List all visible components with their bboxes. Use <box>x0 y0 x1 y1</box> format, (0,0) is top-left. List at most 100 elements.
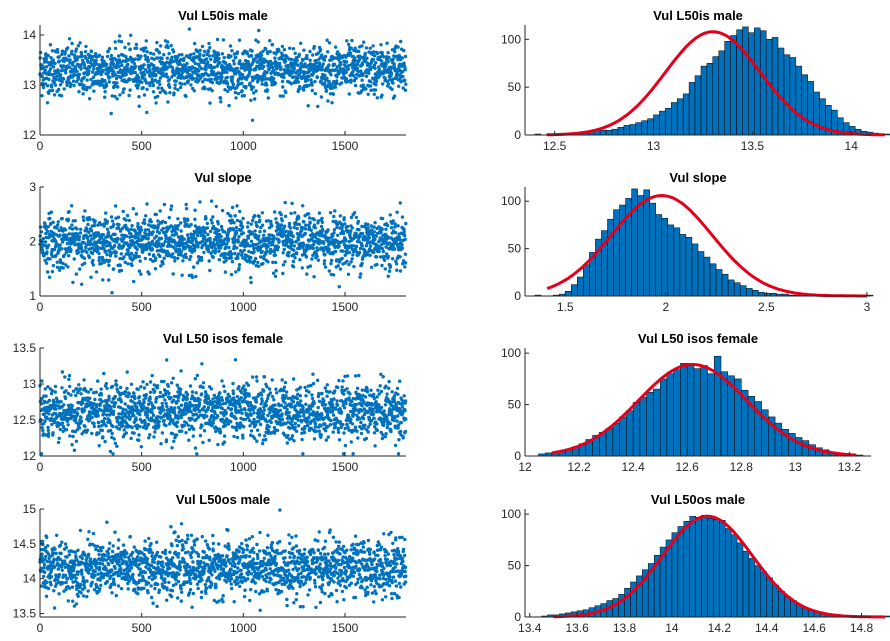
histogram-bar <box>730 35 737 136</box>
scatter-point <box>267 387 272 391</box>
x-tick-label: 1000 <box>230 139 257 153</box>
scatter-point <box>323 54 328 59</box>
panel-title: Vul L50 isos female <box>163 331 283 346</box>
scatter-point <box>384 227 388 231</box>
scatter-point <box>89 275 93 279</box>
scatter-point <box>89 229 94 233</box>
scatter-point <box>257 67 262 71</box>
scatter-point <box>150 247 155 252</box>
scatter-point <box>369 88 373 92</box>
scatter-point <box>171 376 175 380</box>
scatter-point <box>82 83 86 88</box>
scatter-point <box>351 253 355 257</box>
scatter-point <box>251 242 255 247</box>
scatter-point <box>48 234 53 238</box>
scatter-point <box>391 81 395 85</box>
scatter-point <box>344 70 348 74</box>
scatter-point <box>218 391 222 395</box>
scatter-point <box>128 77 132 82</box>
scatter-point <box>130 263 134 268</box>
scatter-point <box>349 215 354 220</box>
scatter-point <box>117 54 121 58</box>
scatter-point <box>234 96 238 100</box>
scatter-point <box>208 268 212 273</box>
scatter-point <box>139 445 143 449</box>
scatter-point <box>302 220 306 224</box>
scatter-point <box>185 397 189 401</box>
scatter-point <box>176 88 180 92</box>
scatter-point <box>308 58 312 62</box>
scatter-point <box>284 394 288 398</box>
scatter-point <box>368 253 372 257</box>
scatter-point <box>341 231 346 236</box>
scatter-point <box>72 83 76 88</box>
scatter-point <box>174 433 179 437</box>
scatter-point <box>205 57 209 61</box>
scatter-point <box>358 56 362 60</box>
scatter-point <box>185 392 190 397</box>
scatter-point <box>234 406 238 410</box>
scatter-point <box>313 226 317 230</box>
scatter-point <box>260 249 264 254</box>
scatter-point <box>57 228 61 233</box>
scatter-point <box>270 394 275 399</box>
scatter-point <box>89 387 93 392</box>
scatter-point <box>142 218 147 222</box>
scatter-point <box>170 65 174 70</box>
scatter-point <box>342 216 346 220</box>
scatter-point <box>176 416 180 420</box>
x-tick-label: 12.5 <box>543 139 567 153</box>
scatter-point <box>66 217 71 221</box>
scatter-point <box>218 430 223 434</box>
scatter-point <box>100 255 105 260</box>
scatter-point <box>235 50 240 54</box>
scatter-point <box>161 219 165 224</box>
scatter-point <box>76 55 80 59</box>
scatter-point <box>161 408 166 412</box>
scatter-point <box>277 239 281 243</box>
scatter-point <box>96 414 100 418</box>
scatter-point <box>204 216 208 221</box>
scatter-point <box>255 428 260 432</box>
scatter-point <box>141 380 145 384</box>
scatter-point <box>315 254 319 258</box>
scatter-point <box>200 392 204 396</box>
scatter-point <box>78 41 82 45</box>
scatter-point <box>253 97 257 101</box>
scatter-point <box>176 256 180 260</box>
scatter-point <box>118 263 123 268</box>
scatter-point <box>392 247 397 251</box>
scatter-point <box>268 237 273 241</box>
scatter-point <box>372 230 376 234</box>
scatter-point <box>333 45 338 49</box>
scatter-point <box>142 93 147 97</box>
scatter-point <box>125 234 129 238</box>
scatter-point <box>67 254 71 258</box>
scatter-point <box>349 46 353 50</box>
scatter-point <box>158 394 162 399</box>
scatter-point <box>182 237 186 241</box>
scatter-point <box>331 273 336 277</box>
scatter-point <box>280 79 285 84</box>
scatter-point <box>93 397 97 402</box>
scatter-point <box>369 80 373 84</box>
scatter-point <box>381 249 386 254</box>
scatter-point <box>70 404 75 408</box>
scatter-point <box>193 246 197 251</box>
scatter-point <box>372 225 376 229</box>
scatter-point <box>334 81 339 86</box>
scatter-point <box>87 97 92 101</box>
scatter-point <box>211 255 215 259</box>
scatter-point <box>379 230 383 234</box>
scatter-point <box>45 250 49 254</box>
scatter-point <box>319 224 324 229</box>
scatter-point <box>121 209 125 214</box>
scatter-point <box>60 52 64 57</box>
scatter-point <box>120 423 125 428</box>
x-tick-label: 1500 <box>332 300 359 314</box>
scatter-point <box>38 50 43 55</box>
scatter-point <box>116 61 121 65</box>
scatter-point <box>161 226 166 231</box>
scatter-point <box>322 58 327 62</box>
scatter-point <box>70 49 74 53</box>
